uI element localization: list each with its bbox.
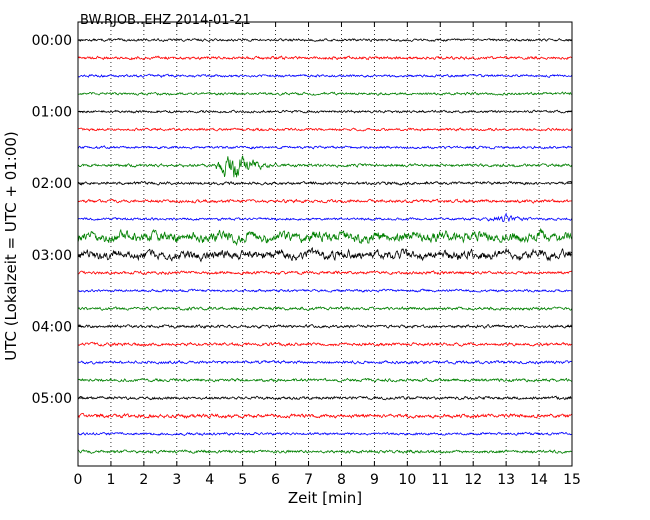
grid-lines — [110, 22, 540, 466]
trace-line — [77, 198, 573, 204]
x-tick-label: 10 — [398, 472, 416, 488]
trace-line — [77, 73, 573, 78]
trace-line — [77, 55, 573, 61]
trace-line — [77, 449, 573, 455]
x-tick-label: 11 — [431, 472, 449, 488]
y-tick-label: 05:00 — [32, 391, 72, 407]
x-tick-label: 5 — [238, 472, 247, 488]
x-tick-label: 6 — [271, 472, 280, 488]
trace-line — [77, 37, 573, 43]
trace-line — [77, 109, 573, 114]
trace-line — [77, 155, 573, 178]
y-tick-label: 02:00 — [32, 176, 72, 192]
trace-line — [77, 127, 573, 132]
y-ticks: 00:00 01:00 02:00 03:00 04:00 05:00 — [32, 33, 572, 407]
y-tick-label: 01:00 — [32, 105, 72, 121]
plot-frame — [77, 21, 573, 467]
trace-line — [77, 91, 573, 96]
x-tick-label: 4 — [205, 472, 214, 488]
x-tick-label: 2 — [139, 472, 148, 488]
trace-line — [77, 212, 573, 223]
trace-line — [77, 246, 573, 263]
x-ticks: 0 1 2 3 4 5 6 7 8 9 10 11 12 13 14 15 — [74, 22, 581, 488]
x-tick-label: 8 — [337, 472, 346, 488]
y-tick-label: 03:00 — [32, 248, 72, 264]
x-tick-label: 15 — [563, 472, 581, 488]
trace-line — [77, 395, 573, 401]
trace-line — [77, 431, 573, 436]
x-tick-label: 14 — [530, 472, 548, 488]
chart-title: BW.RJOB..EHZ 2014-01-21 — [80, 13, 251, 28]
x-tick-label: 12 — [464, 472, 482, 488]
trace-line — [77, 306, 573, 311]
trace-line — [77, 145, 573, 150]
x-tick-label: 1 — [106, 472, 115, 488]
trace-line — [77, 377, 573, 383]
y-tick-label: 04:00 — [32, 319, 72, 335]
trace-line — [77, 341, 573, 347]
y-tick-label: 00:00 — [32, 33, 72, 49]
y-axis-label: UTC (Lokalzeit = UTC + 01:00) — [2, 131, 20, 361]
x-axis-label: Zeit [min] — [288, 489, 362, 507]
trace-line — [77, 324, 573, 329]
x-tick-label: 3 — [172, 472, 181, 488]
x-tick-label: 9 — [370, 472, 379, 488]
seismogram-traces — [77, 37, 573, 455]
x-tick-label: 13 — [497, 472, 515, 488]
trace-line — [77, 412, 573, 419]
trace-line — [77, 288, 573, 293]
x-tick-label: 7 — [304, 472, 313, 488]
x-tick-label: 0 — [74, 472, 83, 488]
trace-line — [77, 270, 573, 276]
trace-line — [77, 227, 573, 247]
trace-line — [77, 180, 573, 186]
trace-line — [77, 359, 573, 365]
